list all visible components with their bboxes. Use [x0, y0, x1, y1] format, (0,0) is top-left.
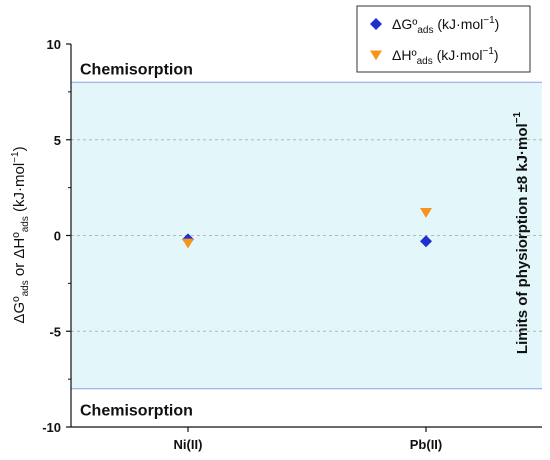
data-point-dH	[182, 238, 194, 249]
legend-box	[356, 5, 531, 73]
y-tick-label: -10	[42, 420, 61, 435]
x-tick-label: Ni(II)	[174, 437, 203, 452]
y-tick-label: 5	[54, 133, 61, 148]
legend-entry-dG-sub: ads	[417, 25, 433, 36]
legend-entry-dH: ΔHºads (kJ·mol−1)	[392, 46, 499, 67]
legend-entry-dH-unit: (kJ·mol	[433, 47, 483, 63]
legend-entry-dG-unit: (kJ·mol	[433, 16, 483, 32]
legend: ΔGºads (kJ·mol−1) ΔHºads (kJ·mol−1)	[356, 5, 531, 73]
y-axis-label-sub2: ads	[20, 216, 31, 232]
annotation-physisorption-limits: Limits of physiorption ±8 kJ·mol−1	[512, 111, 531, 354]
data-point-dH	[420, 208, 432, 218]
annotation-chemisorption-bottom: Chemisorption	[80, 403, 193, 420]
annotation-physisorption-limits-main: Limits of physiorption ±8 kJ·mol	[514, 123, 531, 354]
legend-entry-dG-end: )	[495, 16, 500, 32]
y-tick-label: 0	[54, 229, 61, 244]
legend-marker-dG	[370, 18, 382, 30]
legend-entry-dH-end: )	[494, 47, 499, 63]
y-axis-label: ΔGºads or ΔHºads (kJ·mol−1)	[10, 146, 31, 323]
y-axis-label-part2: or ΔHº	[11, 232, 28, 281]
data-points	[182, 208, 432, 249]
y-axis-label-part3: (kJ·mol	[11, 163, 28, 216]
legend-entry-dH-sup: −1	[482, 46, 494, 57]
annotation-chemisorption-top: Chemisorption	[80, 61, 193, 78]
legend-entry-dG-main: ΔGº	[392, 16, 417, 32]
y-tick-label: 10	[47, 37, 61, 52]
legend-entry-dH-sub: ads	[417, 56, 433, 67]
legend-entry-dG-sup: −1	[483, 15, 495, 26]
y-axis-label-part4: )	[11, 146, 28, 151]
y-ticks: 10 5 0 -5 -10	[42, 37, 71, 435]
legend-entry-dH-main: ΔHº	[392, 47, 417, 63]
x-tick-label: Pb(II)	[410, 437, 443, 452]
y-tick-label: -5	[49, 324, 61, 339]
legend-entry-dG: ΔGºads (kJ·mol−1)	[392, 15, 499, 36]
annotation-physisorption-limits-sup: −1	[512, 111, 523, 123]
y-axis-label-part1: ΔGº	[11, 296, 28, 324]
grid	[71, 139, 542, 332]
y-axis-label-sub1: ads	[20, 280, 31, 296]
x-categories: Ni(II) Pb(II)	[174, 427, 443, 452]
y-axis-label-sup: −1	[10, 151, 21, 163]
legend-marker-dH	[370, 50, 382, 61]
data-point-dG	[420, 235, 432, 248]
